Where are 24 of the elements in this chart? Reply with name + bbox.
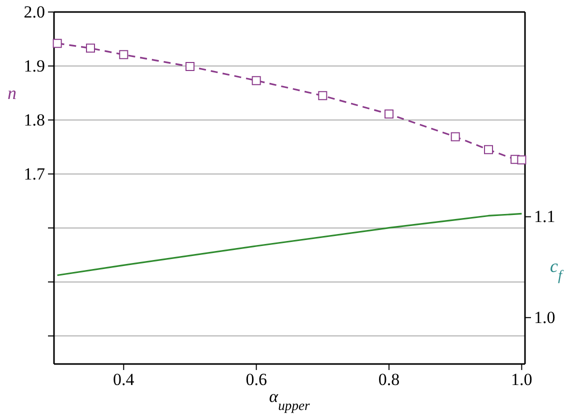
y-tick-label: 1.7 xyxy=(24,164,46,184)
point xyxy=(52,38,62,48)
y2-tick-label: 1.1 xyxy=(534,207,556,226)
point xyxy=(318,91,328,100)
x-tick-label: 0.6 xyxy=(246,370,267,390)
y-axis-title: n xyxy=(8,83,16,103)
x-axis-title: α$_{upper}$ xyxy=(269,387,311,412)
x-tick-label: 0.8 xyxy=(378,370,400,390)
y-tick-label: 1.8 xyxy=(24,110,45,130)
x-tick-label: 0.4 xyxy=(113,370,135,390)
point xyxy=(86,44,95,53)
point xyxy=(185,62,194,72)
line-series xyxy=(56,212,522,276)
y2-axis-title: c$_{f}$ xyxy=(550,256,564,284)
y2-tick-label: 1.0 xyxy=(534,308,556,328)
point xyxy=(119,50,128,60)
point xyxy=(384,110,394,119)
x-tick-label: 1.0 xyxy=(511,370,532,390)
point xyxy=(252,76,261,86)
y-tick-label: 1.9 xyxy=(24,56,45,76)
point xyxy=(484,145,494,154)
point xyxy=(517,155,526,164)
y-tick-label: 2.0 xyxy=(24,2,45,22)
point xyxy=(450,132,460,142)
